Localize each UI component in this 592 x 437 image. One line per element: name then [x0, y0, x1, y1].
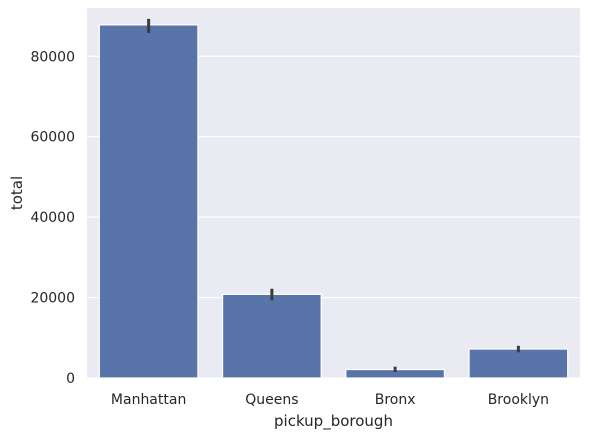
y-axis-label: total — [8, 176, 26, 210]
x-tick-label: Brooklyn — [488, 392, 549, 408]
y-tick-label: 0 — [66, 371, 75, 387]
y-tick-label: 60000 — [30, 130, 75, 146]
x-axis-label: pickup_borough — [274, 412, 393, 431]
y-tick-labels: 0 20000 40000 60000 80000 — [30, 49, 75, 387]
bar-manhattan — [98, 24, 199, 379]
x-tick-label: Queens — [245, 392, 298, 408]
y-tick-label: 20000 — [30, 291, 75, 307]
bars — [98, 24, 569, 379]
bar-brooklyn — [468, 348, 569, 379]
x-tick-label: Bronx — [375, 392, 416, 408]
y-tick-label: 40000 — [30, 210, 75, 226]
error-bars — [147, 18, 520, 372]
x-tick-labels: Manhattan Queens Bronx Brooklyn — [111, 392, 549, 408]
y-tick-label: 80000 — [30, 49, 75, 65]
bar-queens — [221, 293, 322, 379]
x-tick-label: Manhattan — [111, 392, 186, 408]
